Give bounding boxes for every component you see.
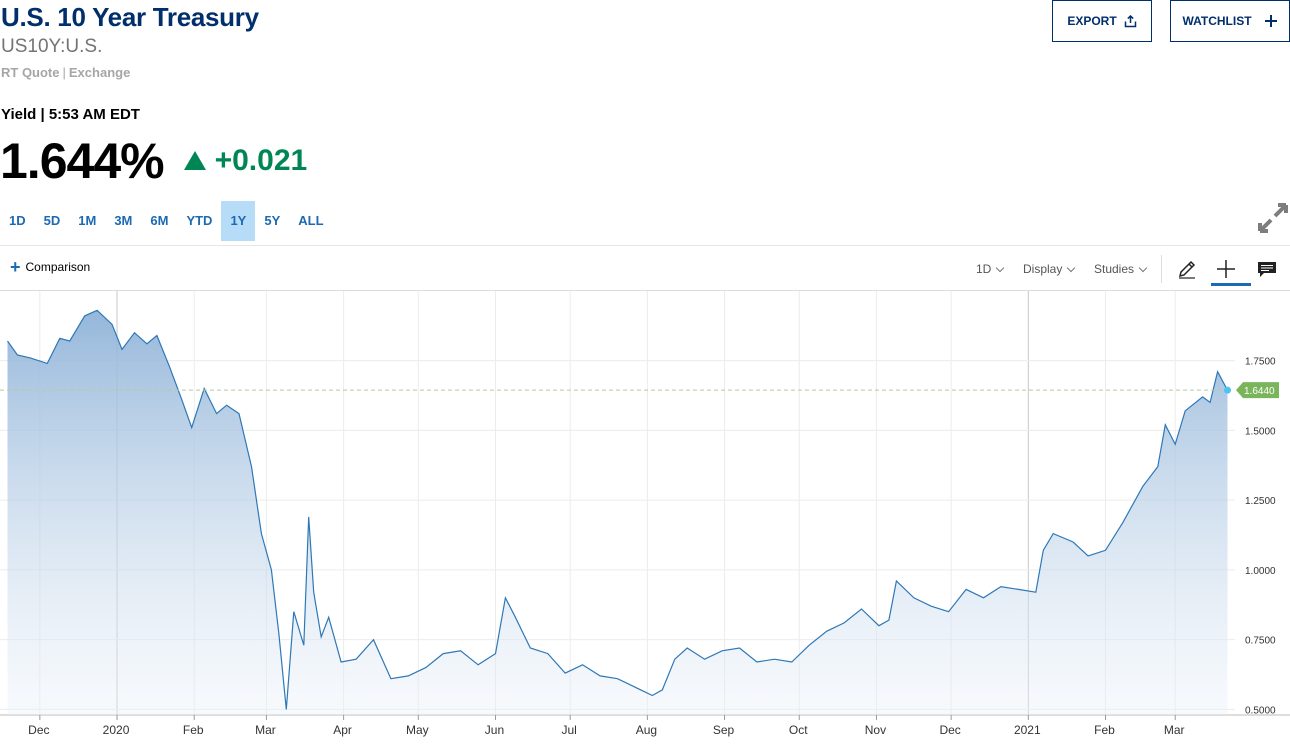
chevron-down-icon — [1067, 263, 1076, 273]
chart-toolbar: + Comparison 1D Display Studies — [0, 245, 1290, 291]
y-tick-label: 1.5000 — [1245, 426, 1276, 437]
x-tick-label: Mar — [1164, 723, 1185, 737]
y-tick-label: 0.7500 — [1245, 636, 1276, 647]
x-tick-label: Feb — [1094, 723, 1115, 737]
range-ytd[interactable]: YTD — [186, 213, 213, 228]
display-label: Display — [1023, 262, 1063, 276]
range-selector: 1D 5D 1M 3M 6M YTD 1Y 5Y ALL — [0, 201, 333, 241]
up-arrow-icon — [183, 150, 206, 170]
x-tick-label: Nov — [865, 723, 886, 737]
y-tick-label: 1.0000 — [1245, 566, 1276, 577]
studies-label: Studies — [1094, 262, 1135, 276]
range-3m[interactable]: 3M — [114, 213, 133, 228]
x-tick-label: 2021 — [1014, 723, 1041, 737]
export-label: EXPORT — [1067, 14, 1117, 28]
x-tick-label: Mar — [255, 723, 276, 737]
x-tick-label: Feb — [183, 723, 204, 737]
yield-timestamp: Yield | 5:53 AM EDT — [1, 106, 140, 123]
toolbar-divider — [1161, 255, 1162, 283]
chart-svg[interactable]: Dec 2020 Feb Mar Apr May Jun Jul Aug Sep Oct Nov Dec… — [0, 291, 1290, 746]
interval-dropdown[interactable]: 1D — [976, 262, 1005, 276]
chevron-down-icon — [1138, 263, 1148, 273]
ticker-symbol: US10Y:U.S. — [1, 36, 103, 57]
share-icon — [1124, 14, 1136, 27]
crosshair-icon[interactable] — [1215, 258, 1237, 280]
x-tick-label: 2020 — [103, 723, 130, 737]
range-all[interactable]: ALL — [298, 213, 324, 228]
comment-icon[interactable] — [1256, 258, 1278, 280]
watchlist-button[interactable]: WATCHLIST — [1170, 0, 1290, 42]
expand-icon[interactable] — [1256, 201, 1290, 235]
quote-type: RT Quote — [1, 65, 60, 80]
range-1m[interactable]: 1M — [78, 213, 97, 228]
change-value: +0.021 — [214, 144, 308, 177]
price-row: 1.644% +0.021 — [0, 131, 307, 191]
x-tick-label: Jun — [485, 723, 504, 737]
quote-separator: | — [62, 65, 66, 80]
watchlist-label: WATCHLIST — [1182, 14, 1252, 28]
last-value-label: 1.6440 — [1244, 386, 1275, 397]
last-price: 1.644% — [0, 133, 165, 189]
chevron-down-icon — [996, 263, 1005, 273]
plus-icon — [1264, 15, 1277, 27]
x-tick-label: Oct — [789, 723, 808, 737]
studies-dropdown[interactable]: Studies — [1094, 262, 1148, 276]
pencil-icon[interactable] — [1176, 258, 1198, 280]
comparison-label: Comparison — [25, 260, 91, 274]
y-tick-label: 0.5000 — [1245, 705, 1276, 716]
x-tick-label: Sep — [713, 723, 735, 737]
quote-source: RT Quote | Exchange — [1, 65, 130, 80]
x-tick-label: Dec — [28, 723, 49, 737]
crosshair-active-indicator — [1211, 283, 1251, 286]
range-6m[interactable]: 6M — [150, 213, 169, 228]
x-tick-label: Jul — [562, 723, 577, 737]
x-tick-label: May — [406, 723, 429, 737]
last-value-tag — [1236, 382, 1279, 399]
comparison-button[interactable]: + Comparison — [10, 257, 91, 277]
range-5y[interactable]: 5Y — [264, 213, 281, 228]
last-point-marker — [1224, 386, 1232, 394]
plus-icon: + — [10, 257, 21, 277]
x-tick-label: Dec — [939, 723, 960, 737]
x-tick-label: Apr — [333, 723, 352, 737]
price-chart[interactable]: Dec 2020 Feb Mar Apr May Jun Jul Aug Sep Oct Nov Dec… — [0, 291, 1290, 746]
range-1y[interactable]: 1Y — [221, 201, 256, 241]
x-tick-label: Aug — [636, 723, 657, 737]
range-1d[interactable]: 1D — [9, 213, 26, 228]
y-tick-label: 1.2500 — [1245, 496, 1276, 507]
price-change: +0.021 — [183, 144, 308, 178]
exchange-label: Exchange — [68, 65, 131, 80]
export-button[interactable]: EXPORT — [1052, 0, 1152, 42]
series-line — [7, 309, 1229, 710]
area-fill — [7, 310, 1228, 715]
range-5d[interactable]: 5D — [43, 213, 61, 228]
y-tick-label: 1.7500 — [1245, 357, 1276, 368]
display-dropdown[interactable]: Display — [1023, 262, 1076, 276]
interval-label: 1D — [976, 262, 992, 276]
page-title: U.S. 10 Year Treasury — [1, 2, 259, 32]
